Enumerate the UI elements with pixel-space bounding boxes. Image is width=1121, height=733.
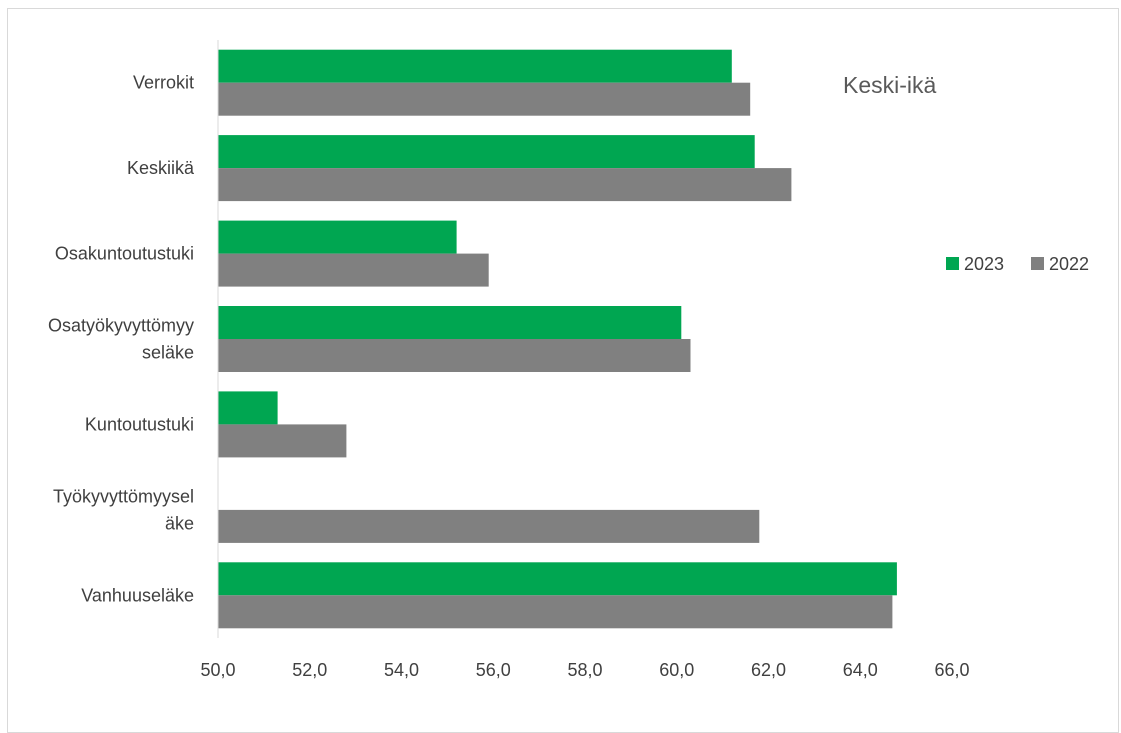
legend-swatch-2022 [1031,257,1044,270]
x-tick-label: 64,0 [843,660,878,680]
bar-2022-3 [218,253,489,287]
bar-2022-4 [218,339,691,372]
x-tick-label: 58,0 [567,660,602,680]
bar-2022-2 [218,168,792,202]
category-label: Keskiikä [127,158,195,178]
category-label: Työkyvyttömyysel äke [53,486,194,533]
x-tick-label: 50,0 [200,660,235,680]
bar-2022-7 [218,595,893,629]
x-tick-label: 60,0 [659,660,694,680]
legend-label-2022: 2022 [1049,254,1089,274]
x-tick-labels: 50,0 52,0 54,0 56,0 58,0 60,0 62,0 64,0 66,0 [200,660,969,680]
bar-2023-3 [218,220,457,254]
x-tick-label: 62,0 [751,660,786,680]
category-label: Vanhuuseläke [81,585,194,605]
bar-2023-4 [218,306,682,339]
category-label: Osatyökyvyttömyy seläke [48,316,194,363]
bars-group [218,49,897,629]
category-label: Osakuntoutustuki [55,244,194,264]
bar-2023-2 [218,135,755,169]
bar-2022-6 [218,509,760,543]
bar-2023-5 [218,391,278,425]
x-tick-label: 54,0 [384,660,419,680]
category-label: Verrokit [133,73,194,93]
legend: 2023 2022 [946,254,1089,274]
bar-2023-7 [218,562,897,596]
x-tick-label: 56,0 [476,660,511,680]
category-label: Kuntoutustuki [85,414,194,434]
bar-2022-5 [218,424,347,458]
category-labels: Verrokit Keskiikä Osakuntoutustuki Osatyöky… [48,73,195,606]
legend-swatch-2023 [946,257,959,270]
bar-2023-1 [218,49,732,83]
chart-title: Keski-ikä [843,72,937,98]
x-tick-label: 66,0 [934,660,969,680]
x-tick-label: 52,0 [292,660,327,680]
legend-label-2023: 2023 [964,254,1004,274]
bar-2022-1 [218,82,751,116]
